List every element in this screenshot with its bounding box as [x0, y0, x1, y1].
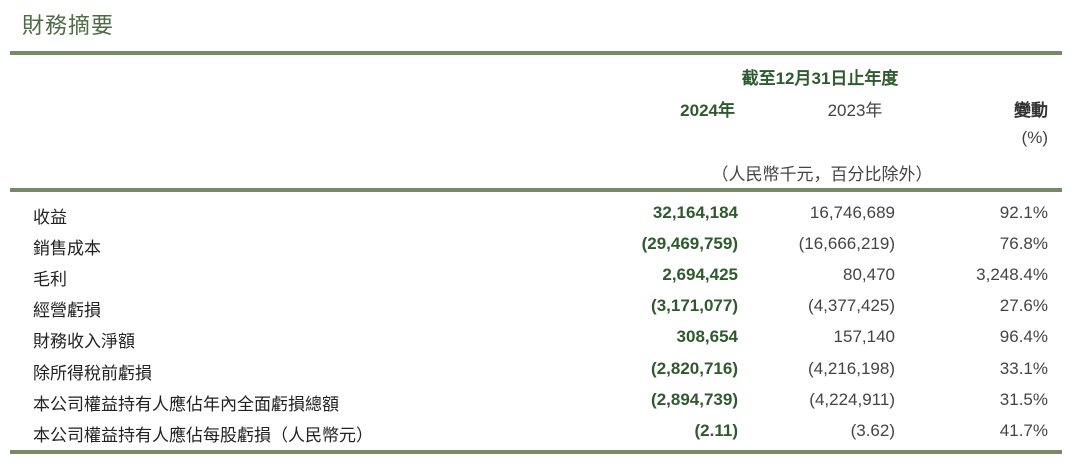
bottom-rule: [10, 450, 1062, 454]
change-percent: 33.1%: [999, 359, 1048, 378]
value-2023: (4,216,198): [808, 359, 895, 378]
table-row: 經營虧損 (3,171,077) (4,377,425) 27.6%: [0, 296, 1080, 327]
table-row: 銷售成本 (29,469,759) (16,666,219) 76.8%: [0, 234, 1080, 265]
column-header-2023: 2023年: [827, 101, 883, 120]
table-row: 毛利 2,694,425 80,470 3,248.4%: [0, 265, 1080, 296]
change-percent: 96.4%: [999, 327, 1048, 346]
column-header-2024: 2024年: [680, 101, 735, 120]
value-2024: 32,164,184: [652, 203, 738, 222]
column-header-change: 變動: [1014, 101, 1048, 120]
value-2024: (29,469,759): [641, 234, 738, 253]
change-percent: 27.6%: [999, 296, 1048, 315]
value-2024: (2,894,739): [651, 390, 738, 409]
table-row: 財務收入淨額 308,654 157,140 96.4%: [0, 327, 1080, 358]
table-row: 本公司權益持有人應佔年內全面虧損總額 (2,894,739) (4,224,911)…: [0, 390, 1080, 421]
value-2023: 80,470: [843, 265, 895, 284]
value-2023: (4,224,911): [809, 390, 895, 409]
value-2024: 2,694,425: [662, 265, 738, 284]
value-2024: (2,820,716): [651, 359, 738, 378]
row-label: 本公司權益持有人應佔每股虧損（人民幣元）: [33, 426, 373, 445]
value-2023: 157,140: [833, 327, 895, 346]
column-header-change-unit: (%): [1021, 128, 1048, 147]
value-2023: (16,666,219): [798, 234, 895, 253]
change-percent: 3,248.4%: [976, 265, 1048, 284]
row-label: 銷售成本: [33, 239, 101, 258]
row-label: 收益: [33, 208, 67, 227]
table-row: 收益 32,164,184 16,746,689 92.1%: [0, 203, 1080, 234]
header-rule: [10, 188, 1062, 192]
change-percent: 76.8%: [999, 234, 1048, 253]
top-rule: [10, 51, 1062, 55]
row-label: 經營虧損: [33, 301, 101, 320]
value-2024: 308,654: [676, 327, 738, 346]
change-percent: 31.5%: [999, 390, 1048, 409]
page-title: 財務摘要: [22, 13, 115, 38]
row-label: 財務收入淨額: [33, 332, 135, 351]
row-label: 本公司權益持有人應佔年內全面虧損總額: [33, 395, 339, 414]
period-header: 截至12月31日止年度: [741, 69, 899, 88]
value-2024: (2.11): [694, 421, 738, 440]
unit-note: （人民幣千元，百分比除外）: [711, 165, 933, 184]
value-2023: (3.62): [850, 421, 895, 440]
table-row: 本公司權益持有人應佔每股虧損（人民幣元） (2.11) (3.62) 41.7%: [0, 421, 1080, 452]
row-label: 毛利: [33, 270, 67, 289]
change-percent: 41.7%: [999, 421, 1048, 440]
value-2023: 16,746,689: [809, 203, 895, 222]
value-2024: (3,171,077): [651, 296, 738, 315]
change-percent: 92.1%: [999, 203, 1048, 222]
table-row: 除所得稅前虧損 (2,820,716) (4,216,198) 33.1%: [0, 359, 1080, 390]
row-label: 除所得稅前虧損: [33, 364, 152, 383]
value-2023: (4,377,425): [808, 296, 895, 315]
